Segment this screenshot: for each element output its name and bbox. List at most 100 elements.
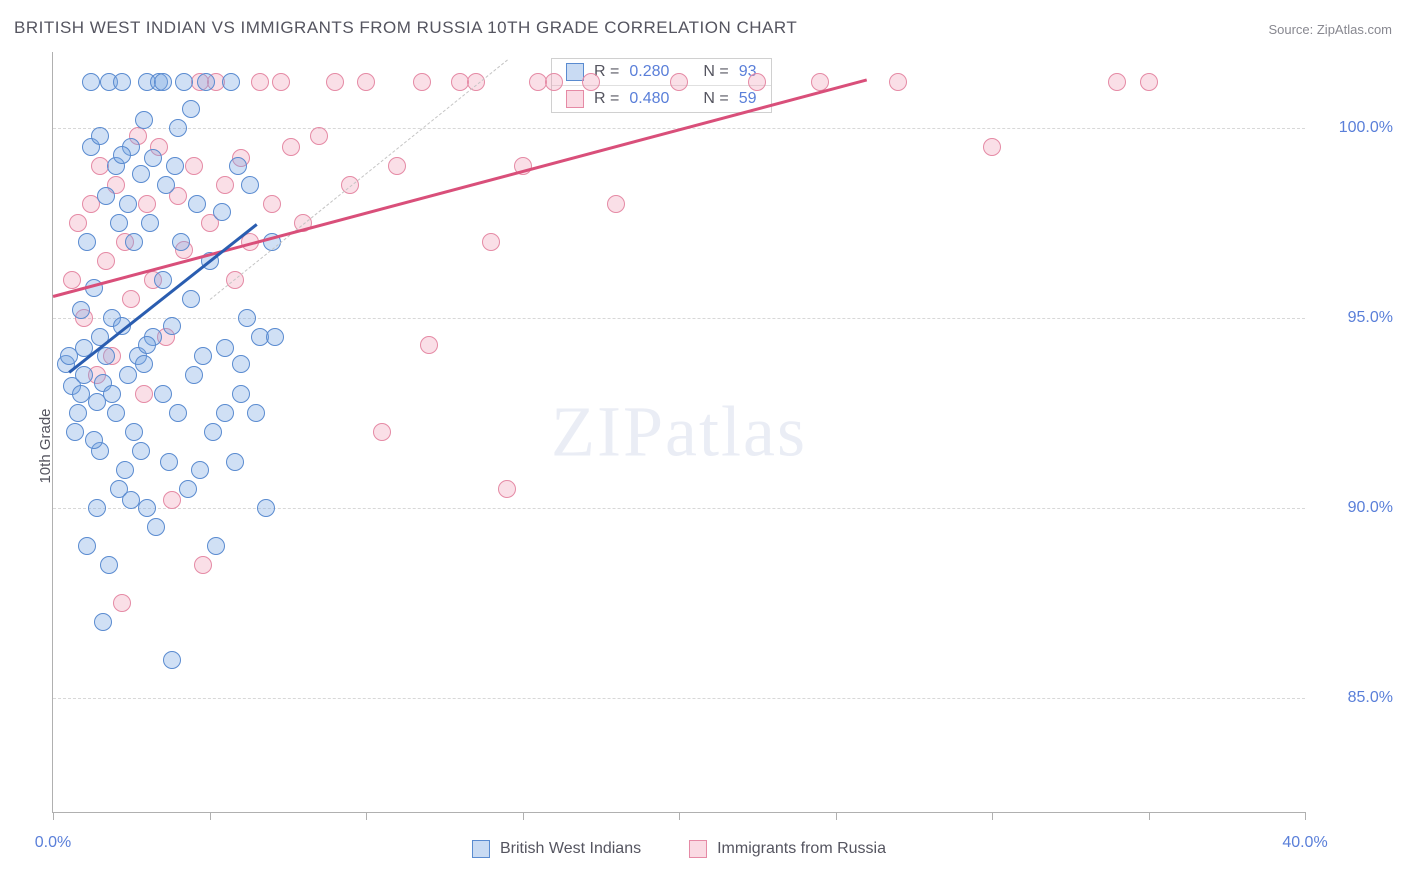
data-point-blue — [216, 339, 234, 357]
data-point-pink — [388, 157, 406, 175]
data-point-pink — [748, 73, 766, 91]
data-point-blue — [229, 157, 247, 175]
chart-title: BRITISH WEST INDIAN VS IMMIGRANTS FROM R… — [14, 18, 797, 38]
legend-swatch-blue — [566, 63, 584, 81]
data-point-blue — [132, 442, 150, 460]
x-tick — [679, 812, 680, 820]
legend-swatch-blue — [472, 840, 490, 858]
data-point-pink — [216, 176, 234, 194]
data-point-pink — [545, 73, 563, 91]
series-legend-item: Immigrants from Russia — [689, 840, 886, 858]
series-legend-item: British West Indians — [472, 840, 641, 858]
data-point-blue — [160, 453, 178, 471]
data-point-pink — [582, 73, 600, 91]
r-label: R = — [594, 90, 619, 108]
data-point-pink — [983, 138, 1001, 156]
data-point-blue — [88, 499, 106, 517]
data-point-blue — [116, 461, 134, 479]
data-point-blue — [97, 347, 115, 365]
data-point-blue — [182, 290, 200, 308]
data-point-blue — [110, 214, 128, 232]
series-legend-label: Immigrants from Russia — [717, 840, 886, 858]
data-point-blue — [141, 214, 159, 232]
data-point-pink — [498, 480, 516, 498]
data-point-blue — [172, 233, 190, 251]
data-point-blue — [144, 149, 162, 167]
data-point-pink — [263, 195, 281, 213]
data-point-blue — [125, 233, 143, 251]
data-point-blue — [191, 461, 209, 479]
data-point-pink — [122, 290, 140, 308]
data-point-blue — [75, 366, 93, 384]
data-point-blue — [163, 317, 181, 335]
data-point-pink — [310, 127, 328, 145]
data-point-blue — [154, 385, 172, 403]
n-value: 59 — [739, 90, 757, 108]
series-legend-label: British West Indians — [500, 840, 641, 858]
x-tick-label: 40.0% — [1282, 834, 1327, 852]
data-point-blue — [82, 73, 100, 91]
data-point-blue — [147, 518, 165, 536]
data-point-blue — [132, 165, 150, 183]
data-point-blue — [94, 613, 112, 631]
data-point-blue — [154, 271, 172, 289]
data-point-blue — [232, 385, 250, 403]
data-point-pink — [97, 252, 115, 270]
x-tick — [210, 812, 211, 820]
correlation-legend-row: R = 0.480 N = 59 — [552, 86, 771, 112]
data-point-blue — [169, 404, 187, 422]
n-label: N = — [703, 63, 728, 81]
data-point-pink — [272, 73, 290, 91]
data-point-blue — [204, 423, 222, 441]
data-point-blue — [182, 100, 200, 118]
data-point-pink — [373, 423, 391, 441]
data-point-pink — [326, 73, 344, 91]
data-point-blue — [97, 187, 115, 205]
data-point-pink — [251, 73, 269, 91]
r-value: 0.480 — [629, 90, 669, 108]
data-point-blue — [100, 556, 118, 574]
x-tick — [523, 812, 524, 820]
data-point-blue — [247, 404, 265, 422]
data-point-blue — [91, 127, 109, 145]
data-point-blue — [135, 355, 153, 373]
data-point-blue — [166, 157, 184, 175]
data-point-blue — [138, 336, 156, 354]
gridline-h — [53, 508, 1305, 509]
watermark: ZIPatlas — [551, 391, 807, 474]
data-point-pink — [1140, 73, 1158, 91]
data-point-blue — [157, 176, 175, 194]
data-point-pink — [889, 73, 907, 91]
data-point-pink — [63, 271, 81, 289]
source-attribution: Source: ZipAtlas.com — [1268, 22, 1392, 37]
series-legend: British West Indians Immigrants from Russ… — [472, 840, 886, 858]
data-point-pink — [357, 73, 375, 91]
x-tick — [53, 812, 54, 820]
data-point-pink — [282, 138, 300, 156]
data-point-blue — [188, 195, 206, 213]
data-point-blue — [169, 119, 187, 137]
data-point-blue — [257, 499, 275, 517]
data-point-blue — [241, 176, 259, 194]
data-point-blue — [216, 404, 234, 422]
data-point-pink — [670, 73, 688, 91]
data-point-pink — [135, 385, 153, 403]
x-tick — [1305, 812, 1306, 820]
data-point-pink — [163, 491, 181, 509]
data-point-blue — [238, 309, 256, 327]
data-point-pink — [185, 157, 203, 175]
data-point-blue — [103, 385, 121, 403]
y-tick-label: 85.0% — [1313, 689, 1393, 707]
data-point-blue — [72, 301, 90, 319]
legend-swatch-pink — [689, 840, 707, 858]
x-tick — [366, 812, 367, 820]
data-point-blue — [119, 366, 137, 384]
x-tick — [992, 812, 993, 820]
data-point-blue — [125, 423, 143, 441]
data-point-blue — [197, 73, 215, 91]
data-point-blue — [163, 651, 181, 669]
r-value: 0.280 — [629, 63, 669, 81]
n-label: N = — [703, 90, 728, 108]
x-tick — [836, 812, 837, 820]
data-point-blue — [113, 146, 131, 164]
